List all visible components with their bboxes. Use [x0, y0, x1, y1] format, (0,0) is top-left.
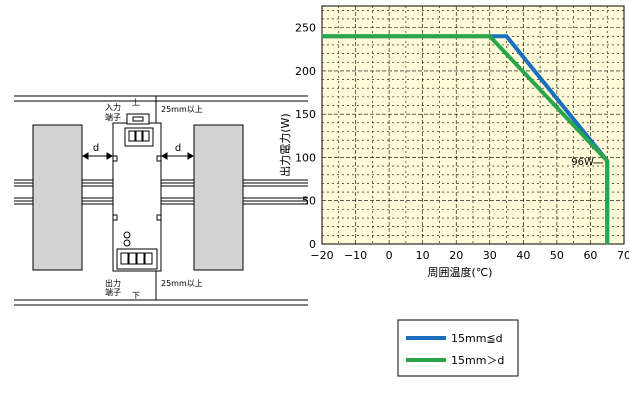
legend: 15mm≦d 15mm＞d [397, 319, 519, 377]
x-tick-label: 20 [449, 249, 463, 262]
indicator-circle-2 [123, 239, 131, 247]
derating-chart: −20 −10 0 10 20 30 40 50 60 70 0 50 100 150 200 250 96… [278, 5, 629, 279]
y-axis-ticks: 0 50 100 150 200 250 [295, 22, 316, 251]
x-tick-label: 0 [386, 249, 393, 262]
right-gap-arrow [161, 152, 194, 160]
x-tick-label: −10 [344, 249, 367, 262]
y-tick-label: 100 [295, 151, 316, 164]
left-gap-arrow [82, 152, 113, 160]
x-tick-label: 50 [550, 249, 564, 262]
left-gap-label: d [93, 143, 99, 154]
grid-lines [322, 6, 624, 244]
y-tick-label: 0 [309, 238, 316, 251]
series-line-2 [322, 34, 610, 244]
right-gap-label: d [175, 143, 181, 154]
top-direction-label: 上 [132, 98, 140, 107]
output-terminal-label-1: 出力 [105, 278, 121, 288]
output-terminal-block [116, 248, 158, 270]
y-axis-label: 出力電力(W) [278, 113, 292, 176]
y-tick-label: 50 [302, 195, 316, 208]
y-tick-label: 250 [295, 22, 316, 35]
x-tick-label: 30 [483, 249, 497, 262]
top-clearance-label: 25mm以上 [161, 105, 203, 114]
top-terminal-tab [132, 116, 144, 122]
y-tick-label: 200 [295, 65, 316, 78]
input-terminal-label-2: 端子 [105, 112, 121, 122]
x-tick-label: −20 [310, 249, 333, 262]
bottom-direction-label: 下 [132, 291, 140, 300]
y-tick-label: 150 [295, 108, 316, 121]
bottom-clearance-label: 25mm以上 [161, 279, 203, 288]
output-terminal-label-2: 端子 [105, 287, 121, 297]
x-tick-label: 60 [583, 249, 597, 262]
series-lines [322, 34, 610, 244]
x-axis-label: 周囲温度(℃) [428, 265, 493, 279]
x-tick-label: 10 [416, 249, 430, 262]
annotation-96w: 96W [571, 157, 594, 168]
x-tick-label: 70 [617, 249, 629, 262]
mounting-diagram: d d 入力 端子 上 25mm以上 出力 端子 下 25mm以上 [14, 95, 308, 306]
x-tick-label: 40 [516, 249, 530, 262]
legend-label-15mm-gt-d: 15mm＞d [451, 354, 504, 367]
indicator-circle-1 [123, 231, 131, 239]
x-axis-ticks: −20 −10 0 10 20 30 40 50 60 70 [310, 249, 629, 262]
legend-label-15mm-le-d: 15mm≦d [451, 332, 503, 345]
input-terminal-block [124, 127, 154, 147]
left-adjacent-device [32, 124, 83, 271]
right-adjacent-device [193, 124, 244, 271]
input-terminal-label-1: 入力 [105, 102, 121, 112]
